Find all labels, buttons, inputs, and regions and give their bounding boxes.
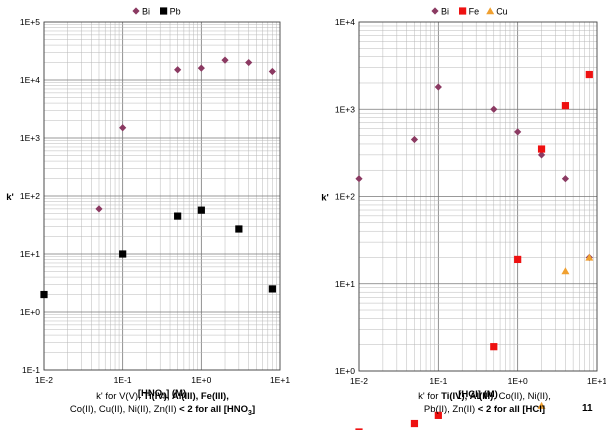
left-legend-marker-bi [132, 7, 140, 15]
left-legend-label-pb: Pb [170, 7, 181, 17]
left-point-bi [197, 64, 205, 72]
left-x-tick-label: 1E-2 [35, 375, 53, 385]
right-point-cu [537, 401, 546, 409]
left-point-pb [119, 250, 127, 258]
left-point-pb [174, 212, 182, 220]
right-caption-line-1: k' for Ti(IV), Al(III), Co(II), Ni(II), [418, 391, 551, 402]
left-legend-label-bi: Bi [142, 7, 150, 17]
left-x-tick-label: 1E+1 [270, 375, 290, 385]
left-x-axis-label-part: [HNO [138, 388, 162, 399]
right-point-fe [355, 428, 363, 430]
left-y-tick-label: 1E+1 [20, 249, 40, 259]
left-y-tick-label: 1E+2 [20, 191, 40, 201]
right-y-axis-label: k' [321, 193, 329, 204]
right-x-tick-label: 1E+1 [587, 376, 606, 386]
right-y-tick-label: 1E+2 [335, 192, 355, 202]
left-gridlines [43, 22, 280, 371]
left-point-pb [40, 290, 48, 299]
left-x-axis-label: [HNO3] (M) [138, 388, 186, 401]
right-point-bi [561, 175, 570, 183]
right-x-tick-label: 1E+0 [508, 376, 528, 386]
right-caption-line-2: Pb(II), Zn(II) < 2 for all [HCl] [423, 403, 546, 415]
right-x-axis-label: [HCl] (M) [458, 389, 498, 400]
left-x-axis-label-sub: 3 [162, 394, 166, 401]
left-caption-line-1: k' for V(V), Ti(IV), Al(III), Fe(III), [96, 391, 229, 402]
right-point-bi [434, 83, 442, 91]
left-legend-marker-pb [160, 7, 168, 15]
right-chart: 1E+0 1E+1 1E+2 1E+3 1E+4 1E-2 1E-1 1E+0 1E+1 k' [H… [321, 7, 606, 430]
left-point-bi [95, 205, 103, 213]
left-point-bi [174, 66, 182, 74]
left-point-bi [221, 56, 229, 64]
right-point-fe [434, 411, 442, 419]
left-x-axis-label-part: ] (M) [166, 388, 186, 399]
right-point-cu [585, 253, 594, 261]
right-legend-marker-cu [486, 7, 495, 15]
right-point-bi [355, 175, 363, 183]
right-legend-label-cu: Cu [496, 7, 508, 17]
right-point-bi [537, 151, 546, 159]
left-point-bi [245, 58, 253, 67]
right-point-fe [410, 419, 419, 428]
left-x-tick-label: 1E+0 [191, 375, 211, 385]
left-legend: Bi Pb [132, 7, 181, 17]
right-y-tick-label: 1E+1 [335, 279, 355, 289]
left-point-pb [197, 206, 205, 214]
left-point-pb [235, 225, 243, 233]
left-point-bi [268, 67, 276, 76]
right-chart-caption: k' for Ti(IV), Al(III), Co(II), Ni(II), … [362, 391, 606, 416]
left-y-tick-label: 1E+5 [20, 17, 40, 27]
right-series-bi [355, 83, 593, 262]
left-y-axis-label: k' [6, 192, 14, 203]
right-point-bi [410, 135, 419, 144]
right-gridlines [358, 22, 597, 372]
left-chart: 1E-11E+01E+11E+21E+31E+41E+51E-2 1E-1 1E+0… [6, 7, 290, 401]
right-x-tick-label: 1E-1 [429, 376, 447, 386]
left-chart-caption: k' for V(V), Ti(IV), Al(III), Fe(III), C… [40, 391, 285, 420]
left-series-bi [95, 56, 276, 213]
right-point-cu [561, 267, 570, 275]
left-x-tick-label: 1E-1 [114, 375, 132, 385]
left-series-pb [40, 206, 276, 299]
right-point-fe [490, 343, 498, 351]
right-legend: Bi Fe Cu [431, 7, 508, 17]
left-y-tick-label: 1E-1 [22, 365, 40, 375]
left-caption-line-2: Co(II), Cu(II), Ni(II), Zn(II) < 2 for a… [69, 403, 256, 417]
right-plot-frame [358, 21, 598, 372]
right-x-tick-label: 1E-2 [350, 376, 368, 386]
right-series-fe [355, 70, 593, 430]
right-point-bi [514, 128, 522, 136]
right-point-fe [585, 70, 593, 79]
left-plot-frame [43, 21, 281, 371]
right-point-fe [537, 145, 546, 153]
right-point-fe [561, 102, 570, 110]
left-y-tick-label: 1E+3 [20, 133, 40, 143]
page-number: 11 [582, 403, 593, 414]
left-y-tick-label: 1E+4 [20, 75, 40, 85]
right-legend-marker-fe [459, 7, 467, 15]
right-legend-label-bi: Bi [441, 7, 449, 17]
right-point-bi [490, 105, 498, 113]
left-y-tick-label: 1E+0 [20, 307, 40, 317]
right-y-tick-label: 1E+3 [335, 104, 355, 114]
left-point-bi [119, 124, 127, 132]
right-y-tick-label: 1E+0 [335, 366, 355, 376]
right-legend-label-fe: Fe [469, 7, 480, 17]
right-series-cu [537, 253, 594, 409]
right-y-tick-label: 1E+4 [335, 17, 355, 27]
right-point-fe [514, 255, 522, 264]
right-legend-marker-bi [431, 7, 439, 15]
left-point-pb [268, 285, 276, 293]
